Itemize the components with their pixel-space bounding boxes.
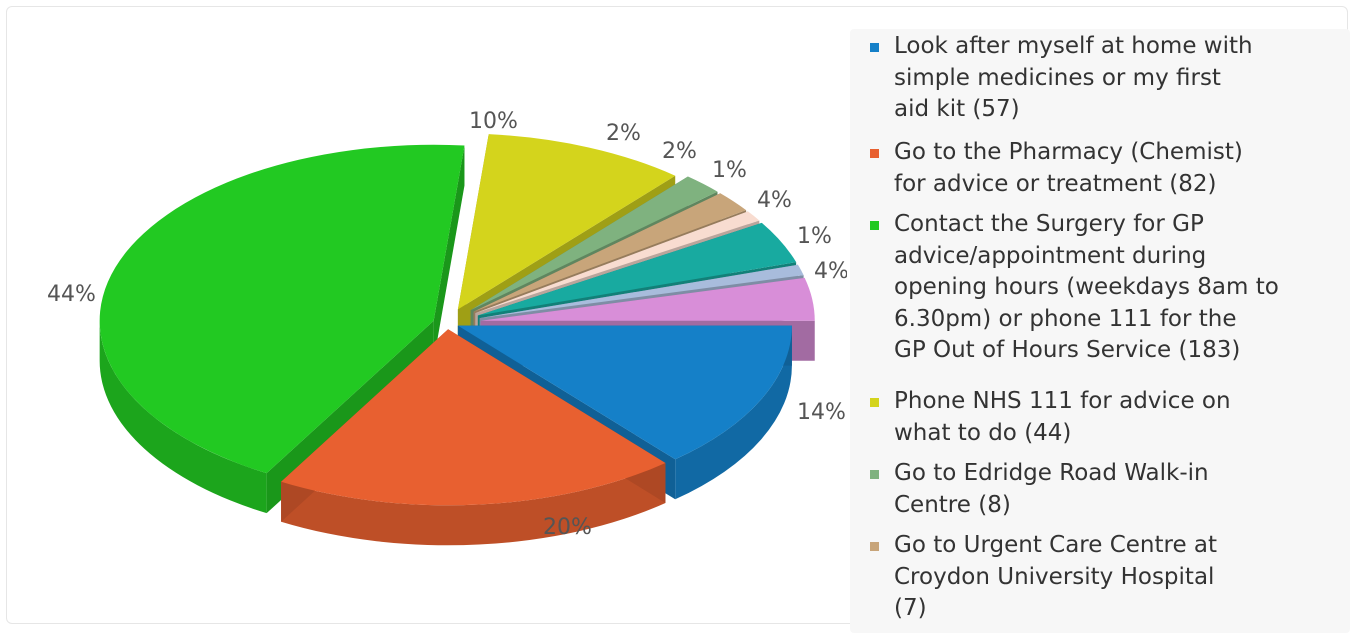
slice-percent-label: 1% bbox=[712, 158, 747, 183]
pie-slice[interactable] bbox=[457, 325, 792, 460]
slice-percent-label: 2% bbox=[606, 121, 641, 146]
slice-percent-label: 20% bbox=[543, 515, 592, 540]
pie-slice[interactable] bbox=[480, 277, 815, 321]
pie-slice[interactable] bbox=[457, 134, 676, 310]
pie-slice[interactable] bbox=[473, 193, 747, 312]
slice-tops bbox=[99, 134, 815, 506]
legend-label: Phone NHS 111 for advice on what to do (… bbox=[894, 388, 1231, 446]
legend-swatch bbox=[870, 470, 879, 479]
legend-label: Contact the Surgery for GP advice/appoin… bbox=[894, 211, 1279, 363]
legend-label: Go to the Pharmacy (Chemist) for advice … bbox=[894, 139, 1243, 197]
pie-chart: 14%20%44%10% 2%2%1%4%1%4% bbox=[47, 109, 847, 546]
slice-percent-label: 2% bbox=[662, 139, 697, 164]
legend-label: Go to Edridge Road Walk-in Centre (8) bbox=[894, 460, 1209, 518]
chart-frame: 14% 20% 44% 10% 2% 2% 1% 4% 1% 4% Look after myse… bbox=[6, 6, 1350, 633]
slice-side bbox=[281, 462, 666, 546]
legend-swatch bbox=[870, 221, 879, 230]
slice-percent-label: 1% bbox=[797, 224, 832, 249]
slice-side bbox=[675, 325, 792, 500]
slice-side bbox=[99, 320, 267, 514]
legend-swatch bbox=[870, 398, 879, 407]
pie-slice[interactable] bbox=[479, 264, 804, 319]
legend-label: Look after myself at home with simple me… bbox=[894, 33, 1253, 122]
pie-slice[interactable] bbox=[470, 176, 718, 311]
slice-percent-label: 14% bbox=[797, 400, 846, 425]
pie-slice[interactable] bbox=[281, 329, 666, 506]
legend-label: Go to Urgent Care Centre at Croydon Univ… bbox=[894, 532, 1218, 621]
pie-slice[interactable] bbox=[477, 222, 797, 316]
pie-slice[interactable] bbox=[99, 144, 465, 474]
legend-swatch bbox=[870, 149, 879, 158]
slice-percent-label: 10% bbox=[469, 109, 518, 134]
pie-slice[interactable] bbox=[475, 211, 760, 314]
slice-percent-label: 44% bbox=[47, 282, 96, 307]
legend: Look after myself at home with simple me… bbox=[850, 29, 1350, 633]
slice-edge bbox=[433, 145, 465, 361]
slice-percent-label: 4% bbox=[757, 188, 792, 213]
slice-percent-label: 4% bbox=[814, 259, 847, 284]
legend-swatch bbox=[870, 43, 879, 52]
legend-swatch bbox=[870, 542, 879, 551]
